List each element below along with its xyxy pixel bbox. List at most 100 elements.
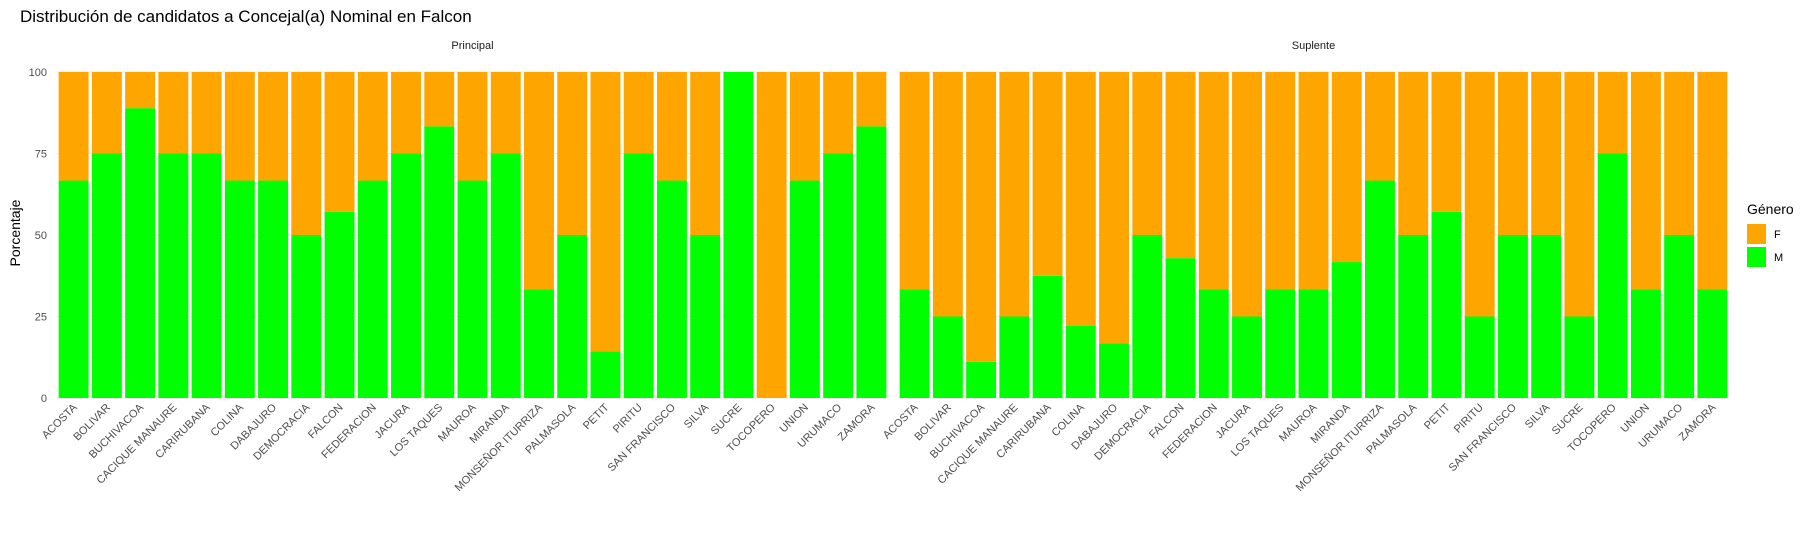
bar-f [1065,72,1096,326]
legend-label: M [1774,252,1783,264]
bar-f [557,72,588,235]
legend-label: F [1774,229,1781,241]
bar-m [490,153,521,398]
bar-f [490,72,521,154]
legend: Género FM [1747,201,1794,267]
bar-m [723,72,754,398]
bar-m [899,289,930,398]
bar-f [91,72,122,154]
bar-m [1531,235,1562,398]
bar-f [391,72,421,154]
bar-m [457,180,488,398]
bar-m [932,316,963,398]
bar-f [424,72,455,127]
bar-f [999,72,1030,317]
bar-m [424,126,455,398]
bar-f [357,72,388,181]
bar-f [1165,72,1196,259]
bar-f [1664,72,1695,235]
bar-f [656,72,687,181]
x-tick-label: ZAMORA [1677,401,1719,443]
x-tick-label: DEMOCRACIA [1092,401,1154,463]
bar-f [1365,72,1395,181]
bar-m [524,289,554,398]
bar-f [1232,72,1262,317]
panel-title: Suplente [1292,40,1335,52]
bar-m [1630,289,1661,398]
bar-m [58,180,89,398]
bar-m [656,180,687,398]
bar-f [1431,72,1462,212]
bar-f [1398,72,1429,235]
bar-m [1065,325,1096,398]
y-tick-label: 25 [35,312,47,324]
bar-m [1564,316,1595,398]
bar-f [1464,72,1495,317]
bar-f [1697,72,1728,290]
legend-swatch [1747,224,1766,244]
bar-m [1697,289,1728,398]
bar-m [1365,180,1395,398]
bar-f [1564,72,1595,317]
bar-f [191,72,222,154]
bar-f [1032,72,1063,276]
bar-m [1597,153,1628,398]
bar-m [823,153,854,398]
bar-m [357,180,388,398]
bar-f [932,72,963,317]
bar-m [158,153,189,398]
bar-f [1597,72,1628,154]
bar-m [391,153,421,398]
x-tick-label: SILVA [1523,401,1553,431]
chart-panels: 0 25 50 75 100PrincipalACOSTABOLIVARBUCHIVAC… [29,40,1729,494]
bar-m [1165,258,1196,398]
bar-f [1198,72,1229,290]
bar-m [1664,235,1695,398]
bar-f [756,72,787,398]
legend-title: Género [1747,201,1794,217]
bar-m [1331,262,1362,398]
bar-m [224,180,255,398]
bar-m [1099,343,1130,398]
y-tick-label: 0 [41,393,47,405]
bar-m [191,153,222,398]
bar-m [1464,316,1495,398]
bar-f [224,72,255,181]
bar-m [1032,275,1063,398]
bar-m [1431,211,1462,398]
x-tick-label: PETIT [581,401,612,432]
bar-m [324,211,355,398]
x-tick-label: ZAMORA [836,401,878,443]
bar-m [690,235,721,398]
bar-f [125,72,156,109]
bar-f [1265,72,1296,290]
bar-m [1198,289,1229,398]
bar-f [823,72,854,154]
y-tick-label: 100 [29,67,47,79]
bar-f [623,72,654,154]
bar-f [1630,72,1661,290]
bar-m [1232,316,1262,398]
x-tick-label: SILVA [682,401,712,431]
bar-f [789,72,820,181]
bar-f [1132,72,1163,235]
bar-m [1132,235,1163,398]
bar-f [524,72,554,290]
bar-m [590,351,621,398]
chart-title: Distribución de candidatos a Concejal(a)… [20,7,472,26]
bar-m [999,316,1030,398]
bar-m [291,235,322,398]
bar-m [125,108,156,398]
bar-m [623,153,654,398]
x-tick-label: PETIT [1422,401,1453,432]
bar-f [1531,72,1562,235]
bar-m [258,180,289,398]
x-tick-label: DEMOCRACIA [251,401,313,463]
y-tick-label: 75 [35,149,47,161]
bar-f [1298,72,1329,290]
bar-m [1298,289,1329,398]
panel-title: Principal [451,40,493,52]
bar-m [789,180,820,398]
